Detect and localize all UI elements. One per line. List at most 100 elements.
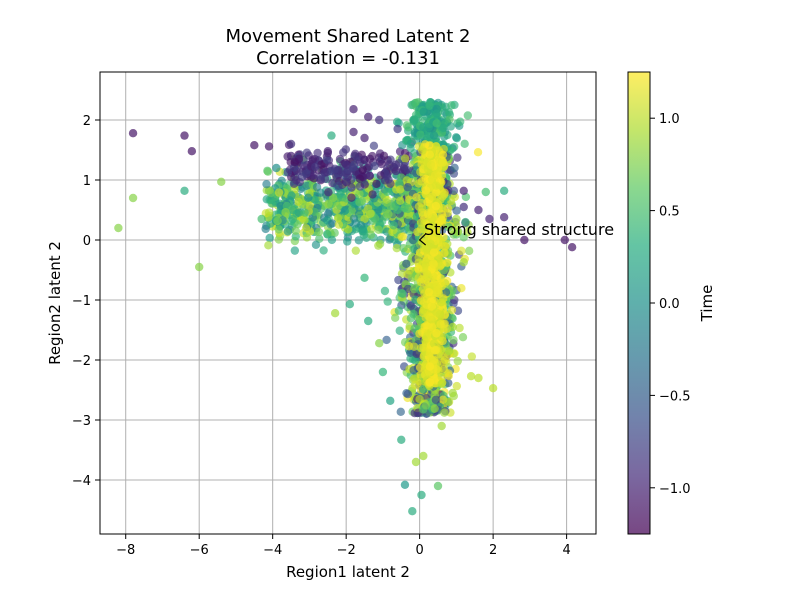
chart-title: Movement Shared Latent 2 (226, 26, 471, 47)
cloud-point (459, 233, 468, 242)
cloud-point (263, 167, 273, 176)
scatter-point (330, 309, 340, 318)
y-axis-ticks: −4 −3 −2 −1 0 1 2 (72, 114, 100, 489)
cloud-point (439, 326, 448, 335)
scatter-point (378, 367, 388, 377)
cloud-point (456, 117, 465, 126)
x-axis-ticks: −8 −6 −4 −2 0 2 4 (116, 534, 571, 558)
cloud-point (264, 208, 274, 217)
cloud-point (376, 171, 385, 180)
cloud-point (302, 148, 312, 157)
scatter-point (272, 163, 281, 173)
scatter-points (114, 105, 577, 516)
y-tick-label: 0 (83, 234, 91, 249)
scatter-point (444, 346, 454, 356)
cloud-point (448, 286, 457, 295)
cloud-point (276, 201, 286, 211)
cloud-point (358, 165, 367, 174)
cloud-point (447, 305, 457, 315)
cloud-point (274, 188, 284, 197)
cloud-point (432, 329, 441, 338)
colorbar: −1.0 −0.5 0.0 0.5 1.0 Time (627, 71, 716, 535)
cloud-point (394, 306, 404, 315)
cloud-point (391, 313, 400, 323)
cloud-point (384, 209, 393, 219)
cloud-point (444, 108, 454, 117)
cloud-point (409, 374, 419, 383)
cloud-point (300, 200, 310, 209)
cloud-point (377, 159, 386, 169)
cloud-point (419, 107, 428, 117)
cloud-point (409, 310, 418, 319)
cloud-point (395, 147, 405, 156)
cloud-point (341, 177, 351, 186)
cloud-point (372, 179, 381, 189)
x-tick-label: −4 (263, 543, 282, 558)
cloud-point (383, 297, 392, 306)
cloud-point (291, 226, 300, 235)
scatter-point (217, 177, 226, 186)
scatter-point (257, 214, 266, 224)
cloud-point (432, 119, 441, 128)
colorbar-tick-label: −1.0 (659, 482, 691, 497)
colorbar-gradient (628, 72, 650, 534)
cloud-point (368, 190, 377, 199)
cloud-point (450, 163, 459, 173)
cloud-point (403, 389, 413, 399)
cloud-point (431, 395, 441, 405)
cloud-point (441, 242, 450, 251)
cloud-point (358, 227, 367, 236)
scatter-point (459, 258, 468, 267)
cloud-point (431, 201, 441, 211)
cloud-point (309, 171, 318, 180)
cloud-point (426, 160, 436, 170)
cloud-point (451, 133, 461, 142)
y-tick-label: −2 (72, 354, 91, 369)
y-tick-label: −4 (72, 474, 91, 489)
scatter-point (408, 507, 417, 516)
cloud-point (274, 225, 283, 234)
cloud-point (429, 355, 439, 364)
cloud-point (440, 408, 449, 417)
cloud-point (424, 287, 434, 297)
scatter-point (437, 379, 446, 389)
cloud-point (436, 298, 446, 307)
scatter-point (386, 396, 395, 405)
cloud-point (443, 258, 452, 267)
cloud-point (349, 163, 358, 172)
cloud-point (412, 349, 421, 359)
cloud-point (453, 153, 462, 162)
cloud-point (397, 232, 406, 242)
scatter-point (488, 384, 498, 393)
cloud-point (439, 249, 449, 258)
cloud-point (340, 206, 349, 216)
cloud-point (416, 277, 426, 287)
cloud-point (370, 161, 379, 171)
cloud-point (374, 225, 383, 234)
cloud-point (419, 234, 428, 243)
annotation-arrow (418, 233, 427, 246)
colorbar-tick-label: 1.0 (659, 112, 680, 127)
cloud-point (300, 216, 309, 225)
x-tick-label: 2 (489, 543, 497, 558)
cloud-point (355, 174, 364, 183)
cloud-point (262, 179, 271, 189)
cloud-point (385, 160, 394, 169)
cloud-point (290, 246, 300, 255)
cloud-point (386, 179, 395, 189)
cloud-point (408, 100, 418, 109)
colorbar-tick-label: 0.5 (659, 205, 680, 220)
cloud-point (333, 214, 343, 223)
cloud-point (420, 264, 429, 273)
scatter-point (286, 151, 296, 161)
cloud-point (431, 142, 441, 151)
cloud-point (461, 217, 470, 227)
cloud-point (287, 216, 296, 226)
scatter-point (499, 213, 509, 222)
cloud-point (333, 201, 342, 211)
cloud-point (429, 260, 439, 269)
cloud-point (418, 146, 427, 155)
scatter-point (264, 142, 274, 151)
scatter-point (448, 388, 457, 398)
cloud-point (324, 199, 333, 208)
